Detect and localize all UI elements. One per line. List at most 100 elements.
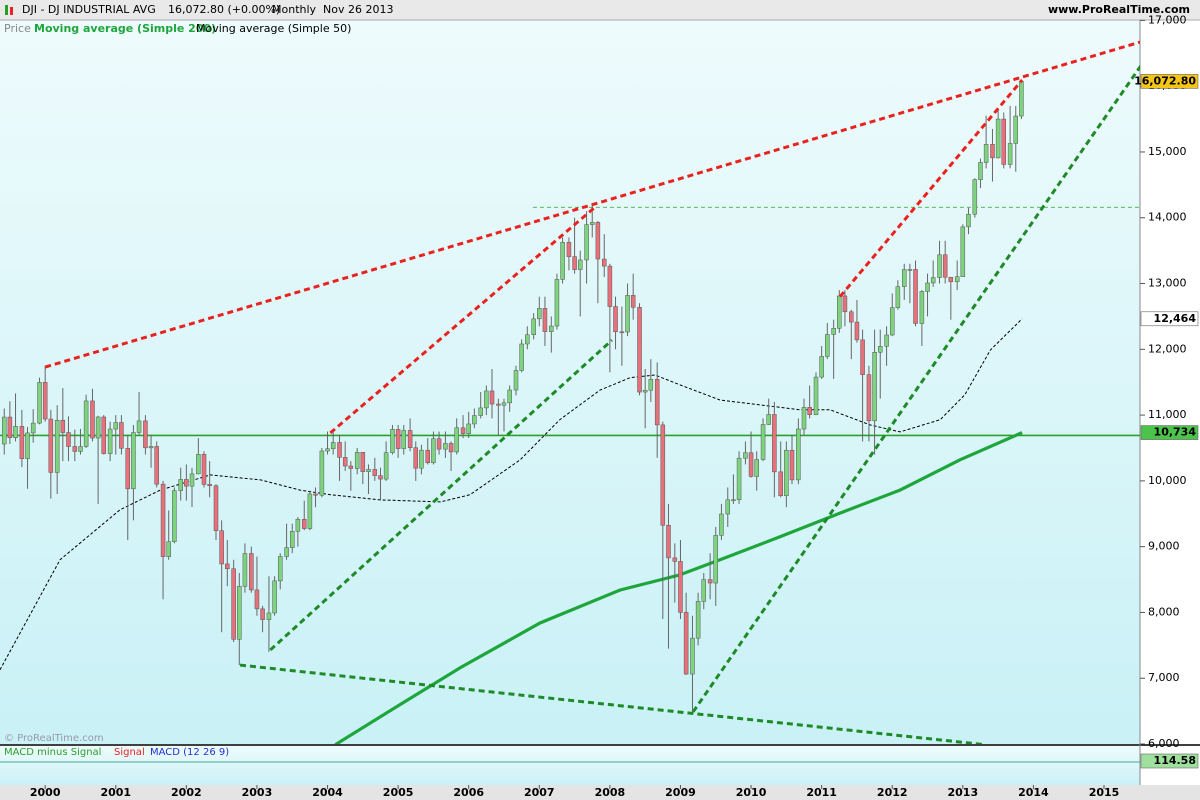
macd-legend: MACD (12 26 9)	[150, 747, 229, 758]
candle-body	[30, 422, 36, 434]
legend-entry: Moving average (Simple 50)	[196, 22, 351, 35]
candle-body	[242, 553, 248, 587]
candle-body	[201, 454, 207, 485]
candle-body	[619, 331, 625, 334]
price-label-box	[1140, 425, 1199, 440]
candle-body	[913, 269, 918, 324]
candle-body	[866, 374, 872, 422]
candle-body	[566, 241, 572, 257]
x-tick-label: 2013	[948, 786, 979, 799]
candle-body	[219, 530, 224, 565]
candle-body	[37, 382, 42, 424]
candle-body	[537, 308, 542, 320]
candle-body	[872, 352, 877, 422]
candle-body	[254, 589, 260, 610]
candle-body	[948, 276, 954, 283]
candle-body	[507, 389, 512, 404]
trend-line	[269, 338, 614, 652]
candle-body	[877, 346, 883, 353]
moving-average	[334, 431, 1023, 744]
candle-body	[484, 390, 489, 409]
candle-body	[554, 279, 560, 327]
candle-body	[660, 424, 666, 526]
site: www.ProRealTime.com	[1048, 3, 1190, 16]
y-tick-label: 11,000	[1148, 408, 1187, 421]
candle-body	[237, 586, 242, 640]
candle-body	[683, 612, 689, 675]
candle-body	[978, 162, 983, 180]
candle-body	[560, 241, 565, 280]
candle-body	[637, 307, 642, 393]
candle-body	[113, 422, 119, 430]
candle-body	[72, 446, 78, 452]
candle-body	[813, 376, 819, 415]
y-tick-label: 6,000	[1148, 737, 1180, 750]
candle-body	[66, 432, 71, 447]
candle-body	[731, 499, 736, 501]
candle-body	[625, 295, 630, 333]
candle-body	[542, 308, 548, 332]
candle-body	[748, 452, 754, 477]
x-tick-label: 2001	[100, 786, 131, 799]
trend-line	[44, 40, 1140, 369]
candle-body	[895, 286, 901, 308]
candle-body	[101, 416, 107, 454]
candle-body	[654, 379, 660, 426]
candle-body	[342, 457, 348, 467]
candle-body	[884, 334, 889, 347]
candle-body	[678, 561, 683, 613]
candle-body	[807, 407, 812, 415]
header-bar	[0, 0, 1200, 20]
candle-body	[754, 459, 759, 477]
candle-body	[425, 449, 431, 464]
candle-body	[719, 513, 724, 536]
candle-body	[525, 334, 530, 345]
candle-body	[901, 269, 907, 287]
trend-line	[239, 663, 985, 744]
candle-body	[983, 144, 989, 163]
candle-body	[713, 535, 719, 584]
candle-body	[772, 414, 777, 473]
candle-body	[796, 428, 801, 481]
candle-body	[930, 277, 936, 284]
y-tick-label: 14,000	[1148, 211, 1187, 224]
candle-body	[995, 118, 1001, 159]
candle-body	[831, 328, 836, 335]
x-tick-label: 2000	[30, 786, 61, 799]
candle-body	[330, 442, 336, 450]
x-tick-label: 2002	[171, 786, 202, 799]
candle-body	[360, 452, 366, 472]
candle-body	[431, 438, 436, 464]
trend-line	[691, 64, 1140, 713]
candle-body	[196, 454, 201, 475]
candle-body	[13, 426, 18, 439]
candle-body	[307, 493, 313, 529]
candle-body	[225, 563, 230, 570]
candle-body	[690, 637, 695, 675]
candle-body	[325, 448, 330, 452]
candle-body	[337, 442, 342, 458]
candle-body	[1013, 115, 1019, 144]
candle-body	[907, 269, 913, 271]
candle-body	[78, 446, 83, 452]
candle-body	[595, 222, 601, 260]
x-tick-label: 2008	[595, 786, 626, 799]
candle-body	[160, 483, 166, 557]
candle-body	[443, 443, 448, 450]
macd-value-box	[1140, 753, 1199, 769]
candle-body	[466, 423, 471, 434]
candle-body	[642, 389, 648, 393]
y-tick-label: 12,000	[1148, 342, 1187, 355]
candle-body	[184, 479, 189, 487]
candle-body	[966, 213, 971, 228]
candle-body	[889, 307, 895, 336]
legend-entry: Moving average (Simple 200)	[34, 22, 216, 35]
candle-body	[577, 259, 583, 270]
price-label-box	[1140, 311, 1199, 327]
candle-body	[778, 471, 783, 496]
price-label: 10,734	[1154, 426, 1197, 439]
candle-body	[960, 226, 966, 277]
candle-body	[954, 276, 960, 283]
candle-body	[1001, 118, 1007, 165]
x-tick-label: 2015	[1089, 786, 1120, 799]
